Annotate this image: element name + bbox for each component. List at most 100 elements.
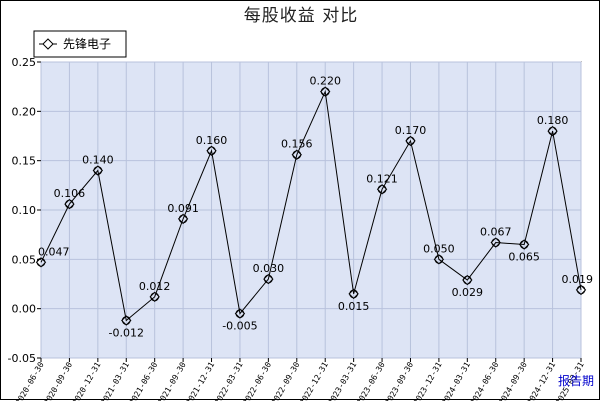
data-label: 0.170 xyxy=(395,124,427,137)
data-markers xyxy=(35,86,587,326)
data-point-marker xyxy=(35,257,47,268)
y-tick-label: 0.15 xyxy=(12,155,37,168)
data-point-ring xyxy=(320,87,330,96)
data-label: 0.160 xyxy=(196,134,228,147)
data-point-ring xyxy=(65,199,74,209)
data-label: -0.005 xyxy=(222,320,257,333)
data-point-ring xyxy=(377,184,387,194)
data-point-marker xyxy=(405,135,416,147)
x-tick-label: 2022-09-30 xyxy=(270,360,302,401)
data-labels: 0.047 0.106 0.140 -0.012 0.012 0.091 0.160 -0.0… xyxy=(38,75,593,340)
x-tick-label: 2023-09-30 xyxy=(383,360,415,401)
x-tick-label: 2020-09-30 xyxy=(42,360,74,401)
x-axis: 2020-06-302020-09-302020-12-312021-03-31… xyxy=(14,358,586,401)
x-tick-label: 2021-09-30 xyxy=(156,360,188,401)
x-tick-label: 2020-06-30 xyxy=(14,360,46,401)
data-point-ring xyxy=(519,240,529,249)
grid-lines xyxy=(40,61,582,359)
y-tick-label: -0.05 xyxy=(8,352,36,365)
data-label: 0.015 xyxy=(338,300,370,313)
data-point-ring xyxy=(121,316,131,325)
data-point-ring xyxy=(235,309,245,319)
data-point-marker xyxy=(348,288,359,300)
data-point-ring xyxy=(263,274,273,284)
data-point-marker xyxy=(547,125,558,137)
x-tick-label: 2023-12-31 xyxy=(412,360,444,401)
data-point-ring xyxy=(178,214,188,224)
x-tick-label: 2024-06-30 xyxy=(469,360,501,401)
data-label: 0.180 xyxy=(537,114,569,127)
x-tick-label: 2020-12-31 xyxy=(71,360,103,401)
x-tick-label: 2022-06-30 xyxy=(241,360,273,401)
data-point-marker xyxy=(490,237,501,248)
data-point-marker xyxy=(64,198,75,210)
data-point-ring xyxy=(491,238,501,247)
data-point-marker xyxy=(177,213,189,225)
legend-diamond-icon xyxy=(42,38,54,50)
data-label: 0.220 xyxy=(309,75,341,88)
data-point-ring xyxy=(548,126,557,136)
legend-box xyxy=(33,30,127,58)
y-tick-label: 0.05 xyxy=(12,253,37,266)
data-point-ring xyxy=(434,254,444,264)
data-label: 0.156 xyxy=(281,138,313,151)
x-tick-label: 2021-12-31 xyxy=(184,360,216,401)
x-tick-label: 2022-03-31 xyxy=(213,360,245,401)
data-point-ring xyxy=(406,136,415,146)
data-point-ring xyxy=(150,292,160,302)
data-point-ring xyxy=(36,257,46,267)
data-point-ring xyxy=(207,146,216,156)
y-tick-label: 0.25 xyxy=(12,56,37,69)
y-tick-label: 0.10 xyxy=(12,204,37,217)
data-point-marker xyxy=(263,273,274,285)
x-tick-label: 2023-03-31 xyxy=(326,360,358,401)
data-point-ring xyxy=(292,150,302,160)
data-label: 0.121 xyxy=(366,172,398,185)
data-point-marker xyxy=(149,291,160,303)
y-axis: 0.25 0.20 0.15 0.10 0.05 0.00 -0.05 xyxy=(8,56,41,365)
legend: 先锋电子 xyxy=(33,30,127,58)
data-point-marker xyxy=(291,149,302,160)
data-label: 0.047 xyxy=(38,245,70,258)
data-label: -0.012 xyxy=(109,327,144,340)
x-tick-label: 2023-06-30 xyxy=(355,360,387,401)
chart-title: 每股收益 对比 xyxy=(244,6,358,26)
data-point-marker xyxy=(433,254,445,265)
x-axis-title: 报告期 xyxy=(558,373,594,388)
data-point-ring xyxy=(462,275,472,285)
x-tick-label: 2024-09-30 xyxy=(497,360,529,401)
x-tick-label: 2021-03-31 xyxy=(99,360,131,401)
x-tick-label: 2024-03-31 xyxy=(440,360,472,401)
series-line-group xyxy=(40,89,582,322)
data-label: 0.065 xyxy=(508,251,540,264)
data-label: 0.019 xyxy=(562,273,594,286)
data-point-marker xyxy=(206,145,217,157)
data-label: 0.029 xyxy=(452,286,484,299)
legend-series-name: 先锋电子 xyxy=(63,37,111,51)
data-point-marker xyxy=(575,284,587,296)
data-label: 0.067 xyxy=(480,226,512,239)
data-point-ring xyxy=(349,289,359,299)
x-tick-label: 2024-12-31 xyxy=(525,360,557,401)
data-label: 0.050 xyxy=(423,242,455,255)
data-point-marker xyxy=(462,274,473,286)
x-tick-label: 2022-12-31 xyxy=(298,360,330,401)
data-point-marker xyxy=(320,86,331,97)
y-tick-label: 0.00 xyxy=(12,303,37,316)
data-label: 0.091 xyxy=(167,202,199,215)
data-point-ring xyxy=(576,285,586,295)
y-tick-label: 0.20 xyxy=(12,105,37,118)
data-point-marker xyxy=(518,239,530,250)
x-tick-label: 2021-06-30 xyxy=(128,360,160,401)
data-point-marker xyxy=(376,184,388,195)
data-point-ring xyxy=(93,166,103,175)
data-label: 0.140 xyxy=(82,154,114,167)
data-label: 0.106 xyxy=(54,187,86,200)
data-point-marker xyxy=(234,308,246,319)
data-point-marker xyxy=(92,165,104,176)
data-label: 0.012 xyxy=(139,280,171,293)
series-line xyxy=(40,89,582,322)
data-label: 0.030 xyxy=(253,262,285,275)
